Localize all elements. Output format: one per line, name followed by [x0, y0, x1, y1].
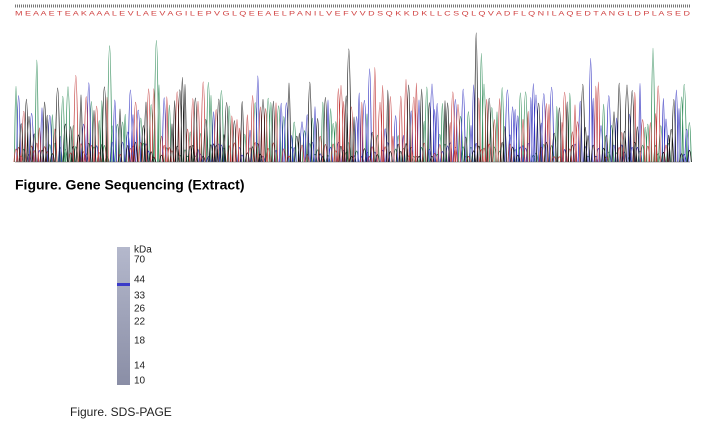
gel-band	[117, 283, 130, 286]
marker-label: 26	[134, 304, 146, 315]
marker-label: 18	[134, 336, 146, 347]
gel-lane	[117, 247, 130, 385]
chromatogram	[13, 32, 692, 163]
marker-label: 70	[134, 255, 146, 266]
marker-label: 10	[134, 376, 146, 387]
marker-label: 33	[134, 291, 146, 302]
marker-label: 14	[134, 361, 146, 372]
trace	[13, 66, 669, 163]
marker-label: 22	[134, 317, 146, 328]
trace	[18, 32, 692, 163]
trace	[16, 58, 690, 163]
marker-label: 44	[134, 275, 146, 286]
marker-labels: 70 44 33 26 22 18 14 10	[134, 255, 146, 387]
protein-sequence: M E A A E T E A K A A A L E V L A E V A …	[15, 12, 691, 18]
figure-caption: Figure. Gene Sequencing (Extract)	[15, 177, 245, 193]
figure-caption: Figure. SDS-PAGE	[70, 405, 172, 419]
gel-unit: kDa	[134, 245, 152, 256]
